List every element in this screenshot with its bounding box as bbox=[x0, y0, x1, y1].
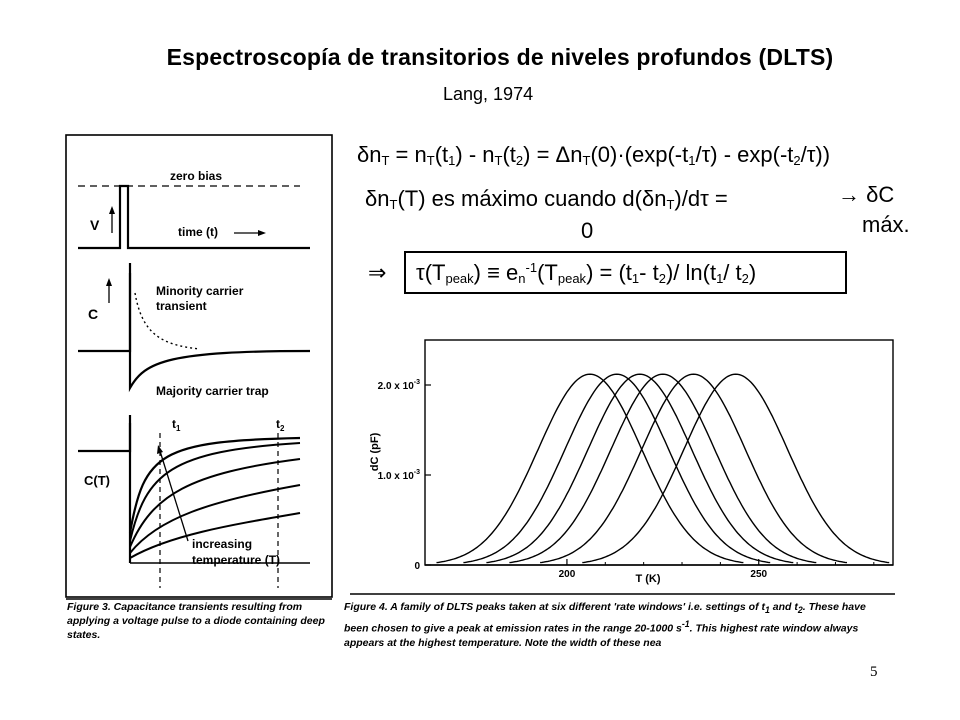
equation-maximum-condition: δnT(T) es máximo cuando d(δnT)/dτ = bbox=[365, 186, 728, 212]
transient-label: transient bbox=[156, 299, 207, 313]
temperature-label: temperature (T) bbox=[192, 553, 280, 567]
figure-4-caption: Figure 4. A family of DLTS peaks taken a… bbox=[344, 601, 866, 649]
majority-label: Majority carrier trap bbox=[156, 384, 269, 398]
dlts-peak-5 bbox=[540, 373, 848, 564]
equation-box bbox=[404, 251, 847, 294]
page-number: 5 bbox=[870, 664, 878, 680]
equation-tau-peak: τ(Tpeak) ≡ en-1(Tpeak) = (t1- t2)/ ln(t1… bbox=[416, 260, 757, 286]
equation-delta-n: δnT = nT(t1) - nT(t2) = ΔnT(0)·(exp(-t1/… bbox=[357, 142, 831, 168]
y-axis-label: dC (pF) bbox=[369, 432, 381, 471]
equation-delta-c: → δC bbox=[838, 182, 895, 207]
v-axis-label: V bbox=[90, 217, 100, 233]
time-axis-label: time (t) bbox=[178, 225, 218, 239]
y-tick-label: 0 bbox=[414, 561, 420, 572]
slide-title: Espectroscopía de transitorios de nivele… bbox=[166, 44, 834, 70]
t2-label: t2 bbox=[276, 417, 285, 433]
slide-subtitle: Lang, 1974 bbox=[443, 84, 534, 104]
majority-transient-curve bbox=[128, 273, 311, 393]
dlts-peak-2 bbox=[463, 373, 771, 564]
plot-frame bbox=[424, 339, 894, 566]
figure-3-transients: zero bias V time (t) C Minority carrier … bbox=[65, 134, 333, 600]
figure-3-caption: Figure 3. Capacitance transients resulti… bbox=[67, 601, 325, 641]
equation-maximum-condition-zero: 0 bbox=[581, 218, 594, 243]
zero-bias-label: zero bias bbox=[170, 169, 222, 183]
t1-label: t1 bbox=[172, 417, 181, 433]
increasing-label: increasing bbox=[192, 537, 252, 551]
dlts-peak-1 bbox=[436, 373, 744, 564]
ct-axis-label: C(T) bbox=[84, 473, 110, 488]
figure-4-dlts-chart: 200 250 0 1.0 x 10-3 2.0 x 10-3 T (K) dC (pF… bbox=[350, 339, 895, 595]
minority-label: Minority carrier bbox=[156, 284, 244, 298]
y-tick-label: 2.0 x 10-3 bbox=[378, 379, 420, 392]
voltage-pulse bbox=[78, 184, 310, 250]
dlts-peak-3 bbox=[486, 373, 794, 564]
implies-arrow: ⇒ bbox=[368, 260, 387, 285]
increasing-arrow bbox=[159, 450, 189, 542]
x-tick-label: 250 bbox=[750, 569, 767, 580]
dlts-peak-4 bbox=[509, 373, 817, 564]
x-axis-label: T (K) bbox=[635, 573, 660, 585]
x-tick-label: 200 bbox=[559, 569, 576, 580]
dlts-peak-6 bbox=[582, 373, 890, 564]
figure-3-frame bbox=[65, 134, 333, 598]
y-tick-label: 1.0 x 10-3 bbox=[378, 469, 420, 482]
c-axis-label: C bbox=[88, 306, 98, 322]
minority-transient-curve bbox=[134, 292, 201, 350]
equation-delta-c-max: máx. bbox=[862, 212, 910, 237]
